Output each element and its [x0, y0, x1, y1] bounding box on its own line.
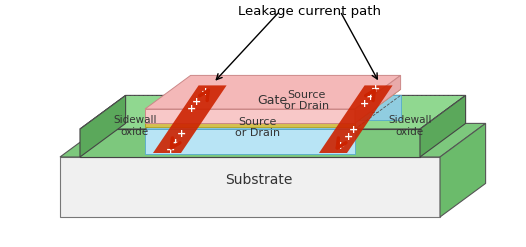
Text: +: +	[371, 84, 380, 94]
Polygon shape	[145, 112, 378, 129]
Text: +: +	[360, 99, 369, 109]
Polygon shape	[145, 109, 355, 123]
Text: +: +	[336, 141, 345, 151]
Text: Substrate: Substrate	[226, 173, 293, 187]
Polygon shape	[80, 95, 466, 129]
Text: Leakage current path: Leakage current path	[238, 5, 381, 18]
Polygon shape	[145, 123, 355, 127]
Polygon shape	[153, 85, 227, 153]
Text: +: +	[171, 138, 180, 148]
Polygon shape	[420, 95, 466, 157]
Text: +: +	[192, 97, 201, 107]
Polygon shape	[319, 85, 392, 153]
Polygon shape	[80, 95, 126, 157]
Polygon shape	[145, 89, 401, 123]
Polygon shape	[355, 75, 401, 123]
Text: +: +	[187, 104, 196, 114]
Text: Source
or Drain: Source or Drain	[235, 117, 280, 138]
Polygon shape	[60, 124, 485, 157]
Polygon shape	[145, 129, 355, 154]
Polygon shape	[80, 129, 420, 157]
Text: Source
or Drain: Source or Drain	[284, 90, 329, 111]
Text: Gate: Gate	[258, 94, 288, 107]
Text: +: +	[177, 129, 186, 139]
Text: +: +	[200, 87, 210, 97]
Polygon shape	[145, 75, 401, 109]
Polygon shape	[60, 157, 440, 217]
Text: Sidewall
oxide: Sidewall oxide	[388, 115, 431, 137]
Text: +: +	[366, 92, 375, 102]
Polygon shape	[168, 95, 401, 112]
Text: +: +	[349, 124, 359, 135]
Polygon shape	[190, 95, 401, 120]
Text: +: +	[165, 145, 175, 155]
Text: +: +	[345, 132, 353, 142]
Polygon shape	[440, 124, 485, 217]
Text: Sidewall
oxide: Sidewall oxide	[113, 115, 157, 137]
